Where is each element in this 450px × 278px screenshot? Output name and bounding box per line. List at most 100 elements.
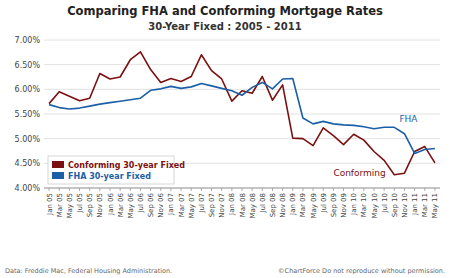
- x-axis: Jan 05Mar 05May 05Jul 05Sep 05Nov 05Jan …: [44, 188, 440, 219]
- x-tick: [252, 188, 253, 191]
- x-tick-label: Jan 06: [107, 192, 115, 215]
- x-tick: [262, 188, 263, 191]
- x-tick-label: Nov 08: [279, 193, 287, 218]
- x-tick: [191, 188, 192, 191]
- annotation: Conforming: [333, 168, 385, 178]
- x-tick-label: Mar 10: [360, 193, 368, 217]
- x-tick: [313, 188, 314, 191]
- x-tick-label: Jul 07: [198, 193, 206, 214]
- x-tick-label: Jan 11: [411, 193, 419, 216]
- x-tick: [343, 188, 344, 191]
- x-tick: [323, 188, 324, 191]
- x-tick-label: Nov 06: [157, 192, 165, 217]
- grid-line: [44, 114, 440, 115]
- legend: Conforming 30-year Fixed FHA 30-year Fixe…: [48, 156, 185, 184]
- x-tick-label: Sep 08: [269, 193, 277, 217]
- footnote: Data: Freddie Mac, Federal Housing Admin…: [5, 267, 172, 275]
- x-tick-label: Sep 09: [330, 193, 338, 217]
- x-tick-label: Jan 10: [350, 193, 358, 216]
- footnote: ©ChartForce Do not reproduce without per…: [278, 267, 445, 275]
- y-tick-label: 5.00%: [15, 135, 41, 144]
- x-tick-label: Mar 07: [178, 193, 186, 217]
- y-tick-label: 5.50%: [15, 110, 41, 119]
- x-tick: [282, 188, 283, 191]
- x-tick: [434, 188, 435, 191]
- x-tick: [231, 188, 232, 191]
- x-tick-label: May 10: [371, 193, 379, 219]
- x-tick: [424, 188, 425, 191]
- y-tick-label: 6.00%: [15, 85, 41, 94]
- x-tick: [292, 188, 293, 191]
- x-tick: [242, 188, 243, 191]
- x-tick: [170, 188, 171, 191]
- x-tick-label: Mar 09: [299, 193, 307, 217]
- x-tick: [201, 188, 202, 191]
- x-tick-label: Sep 05: [86, 193, 94, 217]
- x-tick-label: May 05: [66, 193, 74, 219]
- x-tick: [69, 188, 70, 191]
- x-tick: [404, 188, 405, 191]
- x-tick-label: May 06: [127, 192, 135, 218]
- x-tick: [59, 188, 60, 191]
- x-tick-label: Mar 08: [239, 193, 247, 217]
- grid-line: [44, 40, 440, 41]
- x-tick: [394, 188, 395, 191]
- x-tick-label: Mar 06: [117, 192, 125, 217]
- subtitle: 30-Year Fixed : 2005 - 2011: [148, 21, 301, 32]
- x-tick-label: Mar 11: [421, 193, 429, 217]
- x-tick-label: Jan 08: [228, 193, 236, 216]
- x-tick: [374, 188, 375, 191]
- x-tick-label: Jul 05: [76, 193, 84, 214]
- x-tick: [353, 188, 354, 191]
- x-tick: [130, 188, 131, 191]
- x-tick: [333, 188, 334, 191]
- x-tick: [221, 188, 222, 191]
- x-tick: [272, 188, 273, 191]
- x-tick-label: May 09: [310, 193, 318, 219]
- x-tick-label: May 08: [249, 193, 257, 219]
- x-tick: [120, 188, 121, 191]
- x-tick-label: May 07: [188, 193, 196, 219]
- x-tick: [363, 188, 364, 191]
- x-tick: [140, 188, 141, 191]
- x-tick-label: Jul 06: [137, 192, 145, 213]
- x-tick-label: May 11: [431, 193, 439, 219]
- legend-swatch: [52, 172, 64, 179]
- x-tick-label: Jul 09: [320, 193, 328, 214]
- legend-label: Conforming 30-year Fixed: [68, 161, 185, 170]
- y-axis: 4.00% 4.50% 5.00% 5.50% 6.00% 6.50% 7.00%: [15, 36, 440, 193]
- y-tick-label: 7.00%: [15, 36, 41, 45]
- x-tick: [302, 188, 303, 191]
- x-tick: [414, 188, 415, 191]
- y-tick-label: 4.00%: [15, 184, 41, 193]
- grid-line: [44, 89, 440, 90]
- x-tick-label: Mar 05: [56, 193, 64, 217]
- x-tick: [89, 188, 90, 191]
- grid-line: [44, 64, 440, 65]
- x-tick: [181, 188, 182, 191]
- x-tick: [384, 188, 385, 191]
- x-tick: [99, 188, 100, 191]
- x-tick-label: Nov 05: [96, 193, 104, 218]
- x-tick-label: Nov 07: [218, 193, 226, 218]
- x-tick-label: Jul 10: [381, 193, 389, 214]
- y-tick-label: 4.50%: [15, 159, 41, 168]
- x-tick: [110, 188, 111, 191]
- legend-swatch: [52, 161, 64, 168]
- x-tick-label: Nov 10: [401, 193, 409, 218]
- x-tick-label: Nov 09: [340, 193, 348, 218]
- series-line: [49, 78, 435, 153]
- grid-line: [44, 138, 440, 139]
- x-tick-label: Jan 05: [46, 193, 54, 216]
- legend-label: FHA 30-year Fixed: [68, 172, 151, 181]
- y-tick-label: 6.50%: [15, 61, 41, 70]
- chart: Comparing FHA and Conforming Mortgage Ra…: [0, 0, 450, 278]
- annotation: FHA: [399, 114, 418, 124]
- x-tick-label: Sep 10: [391, 193, 399, 217]
- x-tick-label: Sep 07: [208, 193, 216, 217]
- x-tick-label: Sep 06: [147, 192, 155, 217]
- x-tick: [79, 188, 80, 191]
- x-tick-label: Jan 09: [289, 193, 297, 216]
- x-tick: [211, 188, 212, 191]
- title: Comparing FHA and Conforming Mortgage Ra…: [67, 4, 383, 18]
